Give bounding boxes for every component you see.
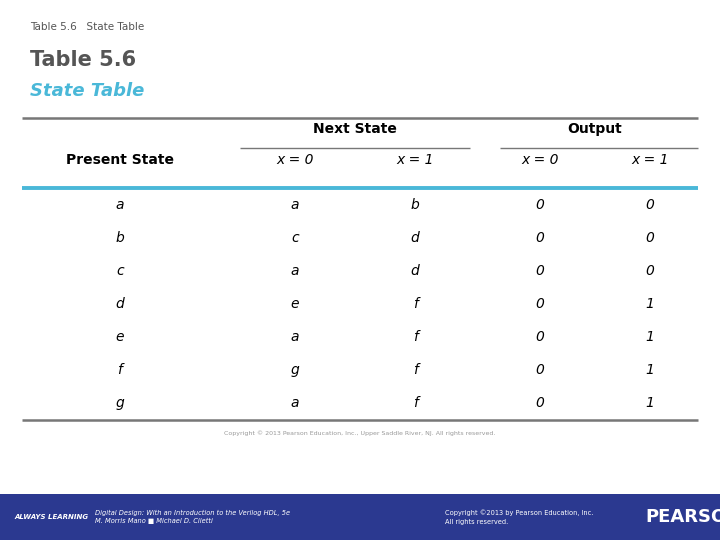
Text: Table 5.6   State Table: Table 5.6 State Table xyxy=(30,22,144,32)
Text: Digital Design: With an Introduction to the Verilog HDL, 5e
M. Morris Mano ■ Mic: Digital Design: With an Introduction to … xyxy=(95,510,290,524)
Text: f: f xyxy=(413,297,418,311)
Text: c: c xyxy=(116,264,124,278)
Text: PEARSON: PEARSON xyxy=(645,508,720,526)
Text: f: f xyxy=(117,363,122,377)
Text: 0: 0 xyxy=(536,396,544,410)
Text: Copyright © 2013 Pearson Education, Inc., Upper Saddle River, NJ. All rights res: Copyright © 2013 Pearson Education, Inc.… xyxy=(225,430,495,436)
Text: d: d xyxy=(116,297,125,311)
Text: 0: 0 xyxy=(536,198,544,212)
Text: Table 5.6: Table 5.6 xyxy=(30,50,136,70)
Text: a: a xyxy=(291,330,300,344)
Text: f: f xyxy=(413,396,418,410)
Text: f: f xyxy=(413,363,418,377)
Text: 1: 1 xyxy=(646,297,654,311)
Text: ALWAYS LEARNING: ALWAYS LEARNING xyxy=(14,514,88,520)
Text: State Table: State Table xyxy=(30,82,145,100)
Text: a: a xyxy=(291,264,300,278)
Text: 0: 0 xyxy=(646,231,654,245)
Text: 0: 0 xyxy=(536,264,544,278)
Text: Next State: Next State xyxy=(313,122,397,136)
Text: e: e xyxy=(291,297,300,311)
Text: 0: 0 xyxy=(536,330,544,344)
Text: b: b xyxy=(410,198,419,212)
Text: x = 0: x = 0 xyxy=(521,153,559,167)
Text: g: g xyxy=(116,396,125,410)
Text: 0: 0 xyxy=(536,363,544,377)
Text: 1: 1 xyxy=(646,330,654,344)
Text: 0: 0 xyxy=(536,297,544,311)
Text: a: a xyxy=(116,198,125,212)
Text: b: b xyxy=(116,231,125,245)
Text: d: d xyxy=(410,264,419,278)
Text: e: e xyxy=(116,330,125,344)
Text: Present State: Present State xyxy=(66,153,174,167)
Text: f: f xyxy=(413,330,418,344)
Text: Copyright ©2013 by Pearson Education, Inc.
All rights reserved.: Copyright ©2013 by Pearson Education, In… xyxy=(445,509,593,524)
Text: x = 0: x = 0 xyxy=(276,153,314,167)
Text: 0: 0 xyxy=(646,198,654,212)
Text: 0: 0 xyxy=(536,231,544,245)
Text: Output: Output xyxy=(567,122,622,136)
Text: d: d xyxy=(410,231,419,245)
Text: 1: 1 xyxy=(646,396,654,410)
Text: 0: 0 xyxy=(646,264,654,278)
Text: g: g xyxy=(291,363,300,377)
Text: c: c xyxy=(291,231,299,245)
Text: a: a xyxy=(291,198,300,212)
FancyBboxPatch shape xyxy=(0,494,720,540)
Text: x = 1: x = 1 xyxy=(631,153,669,167)
Text: 1: 1 xyxy=(646,363,654,377)
Text: x = 1: x = 1 xyxy=(396,153,433,167)
Text: a: a xyxy=(291,396,300,410)
